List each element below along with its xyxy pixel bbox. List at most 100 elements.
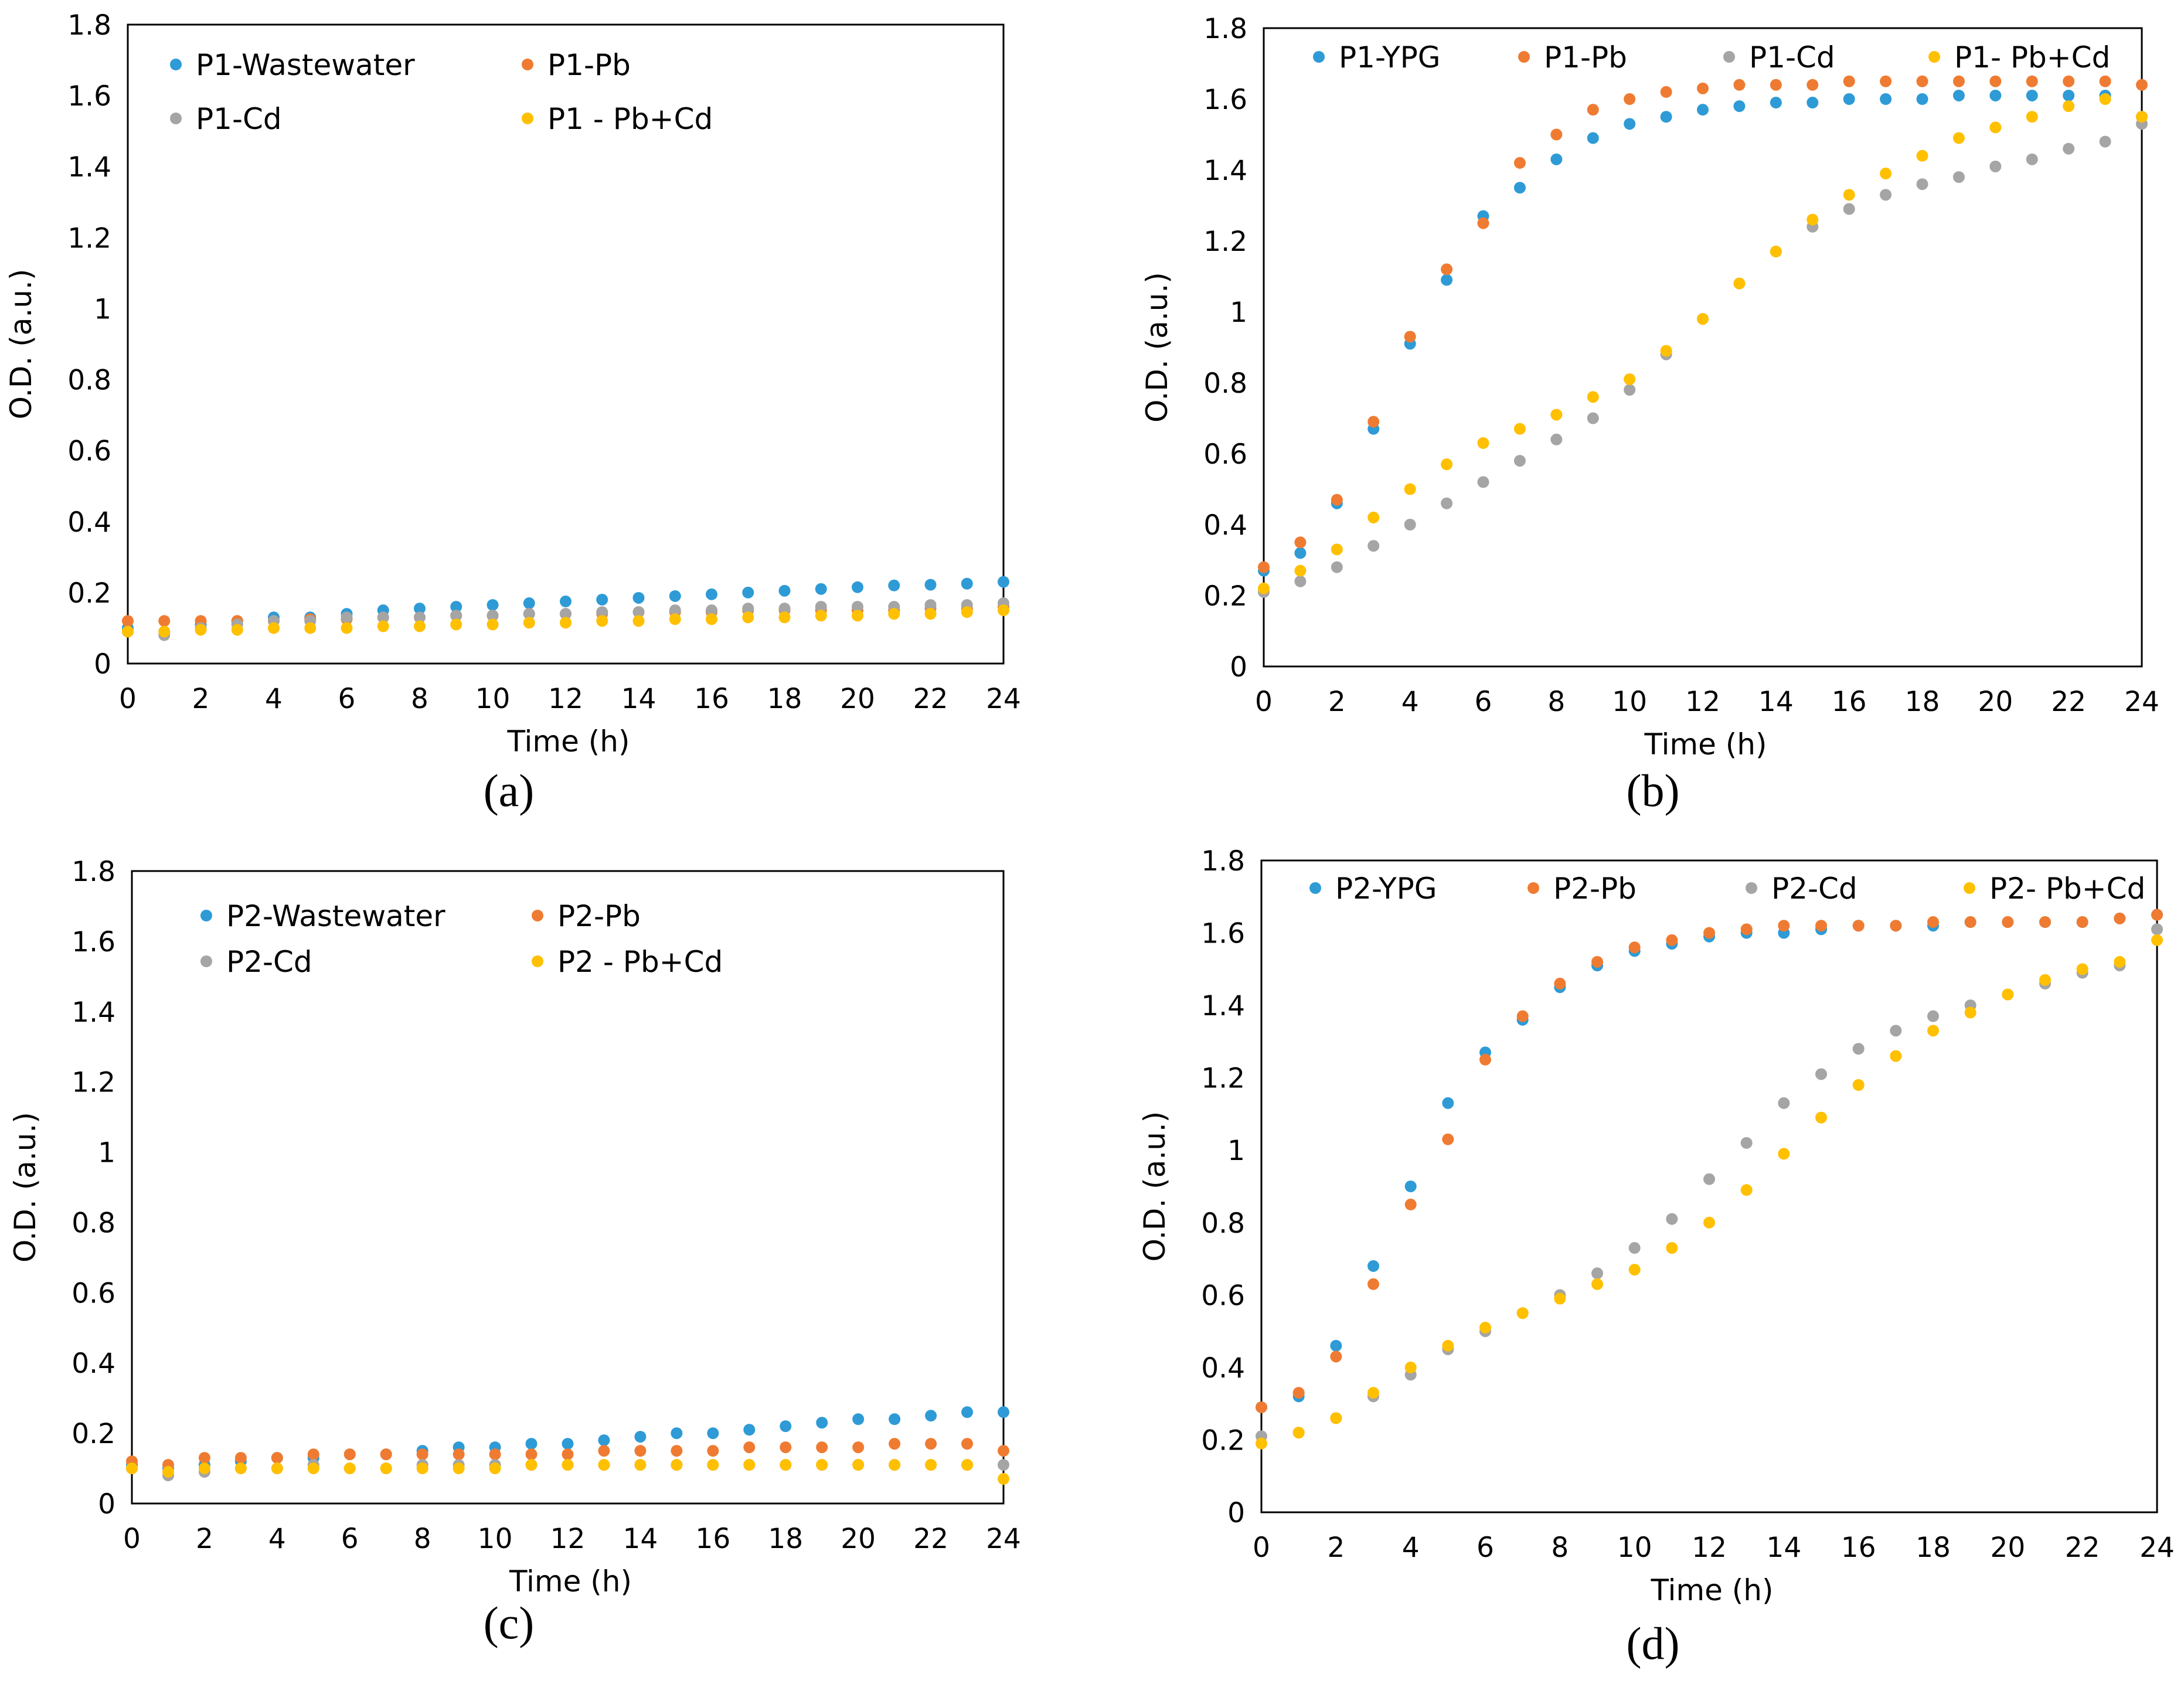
data-point: [231, 624, 243, 636]
data-point: [1367, 540, 1380, 552]
data-point: [998, 604, 1009, 617]
data-point: [1740, 1184, 1753, 1196]
data-point: [1294, 547, 1307, 559]
data-point: [924, 608, 937, 620]
data-point: [343, 1462, 356, 1475]
legend-label: P1-Pb: [547, 48, 631, 82]
data-point: [2099, 93, 2111, 105]
data-point: [2114, 955, 2126, 968]
data-point: [671, 1445, 683, 1457]
data-point: [487, 618, 499, 631]
data-point: [780, 1441, 792, 1454]
data-point: [925, 1438, 937, 1450]
x-axis-label: Time (h): [507, 724, 630, 758]
y-tick-label: 1.8: [72, 856, 115, 888]
x-tick-label: 24: [2124, 686, 2159, 718]
data-point: [1890, 1050, 1902, 1062]
x-tick-label: 8: [411, 683, 428, 715]
series-3: [1258, 93, 2148, 594]
data-point: [1927, 1025, 1939, 1037]
data-point: [489, 1448, 501, 1461]
data-point: [1331, 494, 1343, 506]
y-tick-label: 1.2: [72, 1067, 115, 1099]
y-tick-label: 1.2: [1201, 1063, 1245, 1095]
data-point: [1477, 476, 1489, 488]
data-point: [1770, 79, 1782, 91]
legend-marker: [1746, 882, 1757, 894]
x-tick-label: 8: [414, 1523, 431, 1555]
data-point: [1628, 1242, 1641, 1254]
x-tick-label: 4: [268, 1523, 286, 1555]
y-tick-label: 1.4: [72, 996, 115, 1029]
data-point: [1703, 927, 1715, 939]
data-point: [1880, 93, 1892, 105]
x-tick-label: 14: [621, 683, 656, 715]
y-tick-label: 1.8: [1203, 13, 1247, 45]
data-point: [596, 594, 608, 606]
y-tick-label: 0.2: [1203, 580, 1247, 613]
data-point: [2136, 111, 2148, 123]
data-point: [1703, 1216, 1715, 1229]
x-tick-label: 4: [1402, 1532, 1420, 1564]
data-point: [815, 583, 827, 595]
y-tick-label: 0.6: [1203, 438, 1247, 471]
data-point: [1778, 1148, 1790, 1160]
data-point: [1513, 182, 1526, 194]
data-point: [778, 584, 791, 597]
data-point: [489, 1462, 501, 1475]
data-point: [416, 1448, 428, 1461]
data-point: [158, 615, 171, 627]
data-point: [1916, 178, 1928, 191]
data-point: [1628, 1264, 1641, 1276]
x-tick-label: 0: [1255, 686, 1273, 718]
data-point: [1770, 246, 1782, 258]
data-point: [1852, 920, 1865, 932]
legend-marker: [170, 59, 182, 70]
data-point: [671, 1459, 683, 1471]
data-point: [925, 1410, 937, 1422]
panel-label: (c): [484, 1597, 535, 1648]
data-point: [1513, 423, 1526, 435]
data-point: [122, 615, 134, 627]
y-tick-label: 0: [1227, 1497, 1245, 1529]
data-point: [778, 611, 791, 624]
y-axis-label: O.D. (a.u.): [4, 269, 38, 420]
data-point: [414, 611, 426, 624]
legend-label: P2-YPG: [1335, 872, 1437, 906]
x-tick-label: 2: [1327, 1532, 1345, 1564]
data-point: [1952, 89, 1965, 101]
legend-marker: [1723, 51, 1735, 63]
y-tick-label: 1.8: [67, 9, 111, 42]
data-point: [1989, 160, 2002, 172]
y-tick-label: 1.6: [67, 80, 111, 113]
legend-marker: [1928, 51, 1940, 63]
y-tick-label: 0.6: [1201, 1280, 1245, 1312]
data-point: [707, 1459, 719, 1471]
x-tick-label: 12: [550, 1523, 586, 1555]
x-tick-label: 14: [623, 1523, 658, 1555]
x-tick-label: 10: [475, 683, 511, 715]
data-point: [598, 1434, 610, 1447]
data-point: [888, 608, 900, 620]
data-point: [888, 579, 900, 591]
x-tick-label: 18: [1916, 1532, 1951, 1564]
data-point: [453, 1448, 465, 1461]
data-point: [1591, 1278, 1603, 1290]
data-point: [234, 1462, 247, 1475]
data-point: [525, 1448, 538, 1461]
legend-marker: [1528, 882, 1539, 894]
legend-marker: [200, 910, 212, 921]
data-point: [998, 576, 1009, 588]
data-point: [523, 597, 535, 610]
data-point: [1843, 203, 1855, 215]
legend-label: P2-Cd: [1771, 872, 1858, 906]
data-point: [525, 1438, 538, 1450]
data-point: [1292, 1387, 1305, 1399]
legend-label: P1-Pb: [1544, 40, 1627, 74]
data-point: [1441, 274, 1453, 286]
data-point: [924, 579, 937, 591]
data-point: [2151, 909, 2163, 921]
data-point: [1815, 920, 1827, 932]
x-tick-label: 10: [1617, 1532, 1652, 1564]
data-point: [1666, 1213, 1678, 1225]
